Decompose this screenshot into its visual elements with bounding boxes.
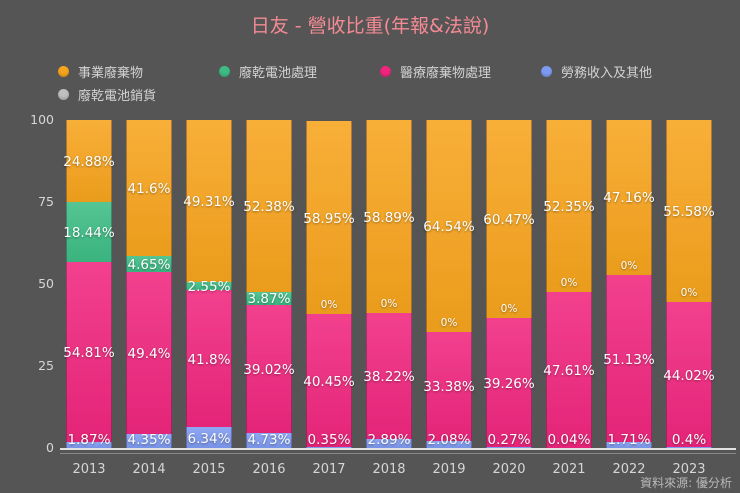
- segment-orange-2023[interactable]: [666, 120, 712, 303]
- bar-2016[interactable]: 4.73% 39.02% 3.87% 52.38%: [243, 120, 295, 448]
- y-axis-tick-50: 50: [38, 276, 54, 291]
- x-axis-line: [60, 448, 736, 450]
- bar-2021[interactable]: 0.04% 47.61% 0% 52.35%: [543, 120, 595, 448]
- segment-orange-2017[interactable]: [306, 120, 352, 315]
- segment-green-2014[interactable]: [126, 256, 172, 272]
- x-axis-line-secondary: [60, 453, 736, 454]
- segment-pink-2013[interactable]: [66, 262, 112, 442]
- segment-pink-2021[interactable]: [546, 291, 592, 448]
- y-axis-tick-75: 75: [38, 194, 54, 209]
- bar-2019[interactable]: 2.08% 33.38% 0% 64.54%: [423, 120, 475, 448]
- legend-item-orange[interactable]: 事業廢棄物: [58, 60, 219, 83]
- legend-label: 勞務收入及其他: [561, 66, 653, 81]
- segment-blue-2023[interactable]: [666, 446, 712, 448]
- y-axis-tick-0: 0: [46, 440, 54, 455]
- legend-label: 廢乾電池處理: [239, 66, 318, 81]
- segment-orange-2013[interactable]: [66, 120, 112, 202]
- bar-2018[interactable]: 2.89% 38.22% 0% 58.89%: [363, 120, 415, 448]
- legend-item-gray[interactable]: 廢乾電池銷貨: [58, 83, 219, 106]
- y-axis-tick-25: 25: [38, 358, 54, 373]
- x-axis-label-2023: 2023: [672, 462, 706, 477]
- x-axis-label-2015: 2015: [192, 462, 226, 477]
- segment-blue-2017[interactable]: [306, 446, 352, 448]
- legend-label: 事業廢棄物: [78, 66, 144, 81]
- segment-blue-2016[interactable]: [246, 432, 292, 448]
- x-axis-label-2013: 2013: [72, 462, 106, 477]
- segment-orange-2016[interactable]: [246, 120, 292, 292]
- x-axis-label-2020: 2020: [492, 462, 526, 477]
- segment-pink-2023[interactable]: [666, 302, 712, 447]
- legend-item-blue[interactable]: 勞務收入及其他: [541, 60, 702, 83]
- source-note: 資料來源: 優分析: [640, 476, 732, 490]
- segment-blue-2014[interactable]: [126, 433, 172, 448]
- pink-legend-dot-icon: [380, 66, 391, 77]
- segment-blue-2013[interactable]: [66, 441, 112, 448]
- legend-label: 廢乾電池銷貨: [78, 89, 157, 104]
- segment-pink-2020[interactable]: [486, 318, 532, 448]
- segment-pink-2014[interactable]: [126, 271, 172, 434]
- segment-pink-2017[interactable]: [306, 314, 352, 447]
- bar-2020[interactable]: 0.27% 39.26% 0% 60.47%: [483, 120, 535, 448]
- x-axis-label-2018: 2018: [372, 462, 406, 477]
- segment-orange-2018[interactable]: [366, 120, 412, 314]
- bar-2013[interactable]: 1.87% 54.81% 18.44% 24.88%: [63, 120, 115, 448]
- y-axis-tick-100: 100: [30, 112, 54, 127]
- chart-title: 日友 - 營收比重(年報&法說): [250, 15, 490, 37]
- x-axis-label-2021: 2021: [552, 462, 586, 477]
- x-axis-label-2019: 2019: [432, 462, 466, 477]
- segment-pink-2022[interactable]: [606, 274, 652, 443]
- segment-green-2013[interactable]: [66, 201, 112, 263]
- legend-item-pink[interactable]: 醫療廢棄物處理: [380, 60, 541, 83]
- segment-orange-2022[interactable]: [606, 120, 652, 275]
- legend: 事業廢棄物 廢乾電池處理 醫療廢棄物處理 勞務收入及其他廢乾電池銷貨: [58, 60, 708, 106]
- segment-orange-2021[interactable]: [546, 120, 592, 292]
- green-legend-dot-icon: [219, 66, 230, 77]
- gray-legend-dot-icon: [58, 89, 69, 100]
- segment-blue-2020[interactable]: [486, 447, 532, 448]
- segment-blue-2022[interactable]: [606, 442, 652, 448]
- x-axis-label-2016: 2016: [252, 462, 286, 477]
- segment-orange-2015[interactable]: [186, 120, 232, 282]
- x-axis-label-2022: 2022: [612, 462, 646, 477]
- segment-blue-2018[interactable]: [366, 438, 412, 448]
- blue-legend-dot-icon: [541, 66, 552, 77]
- segment-green-2015[interactable]: [186, 281, 232, 291]
- segment-blue-2019[interactable]: [426, 441, 472, 448]
- segment-green-2016[interactable]: [246, 291, 292, 305]
- segment-orange-2014[interactable]: [126, 120, 172, 257]
- x-axis-label-2014: 2014: [132, 462, 166, 477]
- segment-pink-2015[interactable]: [186, 290, 232, 428]
- legend-item-green[interactable]: 廢乾電池處理: [219, 60, 380, 83]
- segment-pink-2016[interactable]: [246, 304, 292, 433]
- bar-2022[interactable]: 1.71% 51.13% 0% 47.16%: [603, 120, 655, 448]
- bar-2014[interactable]: 4.35% 49.4% 4.65% 41.6%: [126, 120, 172, 448]
- legend-label: 醫療廢棄物處理: [400, 66, 492, 81]
- bar-2015[interactable]: 6.34% 41.8% 2.55% 49.31%: [183, 120, 235, 448]
- segment-orange-2020[interactable]: [486, 120, 532, 319]
- plot-area: 1.87% 54.81% 18.44% 24.88% 4.35% 49.4% 4.65% 41…: [63, 120, 726, 448]
- segment-pink-2018[interactable]: [366, 313, 412, 439]
- bar-2017[interactable]: 0.35% 40.45% 0% 58.95%: [303, 120, 355, 448]
- segment-pink-2019[interactable]: [426, 331, 472, 442]
- segment-blue-2015[interactable]: [186, 427, 232, 448]
- orange-legend-dot-icon: [58, 66, 69, 77]
- x-axis-label-2017: 2017: [312, 462, 346, 477]
- segment-orange-2019[interactable]: [426, 120, 472, 332]
- bar-2023[interactable]: 0.4% 44.02% 0% 55.58%: [663, 120, 715, 448]
